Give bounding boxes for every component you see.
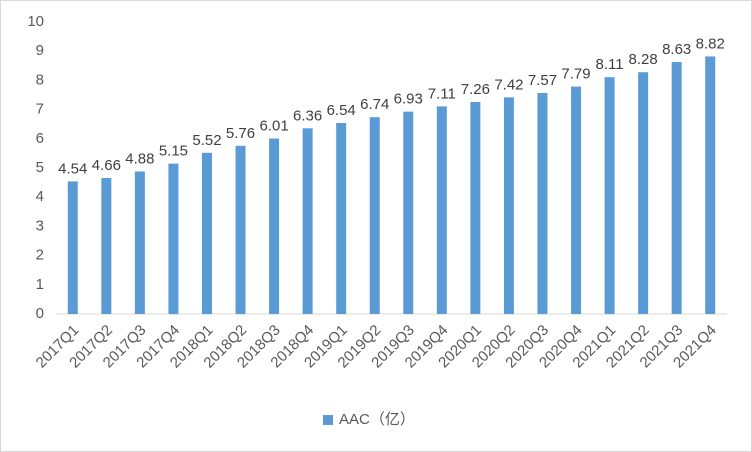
bar [168, 163, 179, 314]
y-tick-label: 4 [36, 188, 44, 205]
legend-label: AAC（亿） [339, 411, 415, 428]
bar [67, 181, 78, 314]
bar [403, 111, 414, 314]
bar [503, 97, 514, 314]
y-tick-label: 6 [36, 130, 44, 147]
data-label: 4.88 [125, 150, 154, 167]
bar [302, 128, 313, 314]
bar [436, 106, 447, 314]
bar [537, 92, 548, 315]
data-label: 6.54 [327, 102, 356, 119]
legend-swatch [323, 415, 333, 425]
data-label: 4.66 [92, 157, 121, 174]
y-tick-label: 7 [36, 101, 44, 118]
data-label: 7.79 [561, 66, 590, 83]
data-label: 6.74 [360, 96, 389, 113]
y-tick-label: 8 [36, 71, 44, 88]
y-tick-label: 10 [27, 13, 44, 30]
bar [470, 102, 481, 315]
bar [604, 77, 615, 314]
data-label: 7.11 [428, 85, 456, 102]
data-label: 6.36 [293, 107, 322, 124]
data-label: 7.42 [494, 76, 523, 93]
data-label: 5.76 [226, 125, 255, 142]
y-tick-label: 9 [36, 42, 44, 59]
data-label: 7.57 [528, 72, 557, 89]
data-label: 8.28 [629, 51, 658, 68]
bar [571, 86, 582, 314]
y-tick-label: 2 [36, 247, 44, 264]
y-tick-label: 0 [36, 305, 44, 322]
bar [101, 177, 112, 314]
y-tick-label: 3 [36, 217, 44, 234]
data-label: 5.52 [192, 132, 221, 149]
bar [201, 152, 212, 314]
bar [235, 145, 246, 314]
bar [134, 171, 145, 314]
data-label: 8.82 [696, 35, 725, 52]
data-label: 7.26 [461, 81, 490, 98]
y-tick-label: 5 [36, 159, 44, 176]
data-label: 6.93 [394, 91, 423, 108]
bar [336, 123, 347, 314]
bar [638, 72, 649, 314]
y-tick-label: 1 [36, 276, 44, 293]
bar [671, 62, 682, 315]
data-label: 8.11 [596, 56, 624, 73]
bar [705, 56, 716, 315]
bar [269, 138, 280, 314]
data-label: 4.54 [58, 160, 87, 177]
bar [369, 117, 380, 314]
data-label: 5.15 [159, 143, 188, 160]
data-label: 6.01 [259, 117, 288, 134]
data-label: 8.63 [662, 41, 691, 58]
